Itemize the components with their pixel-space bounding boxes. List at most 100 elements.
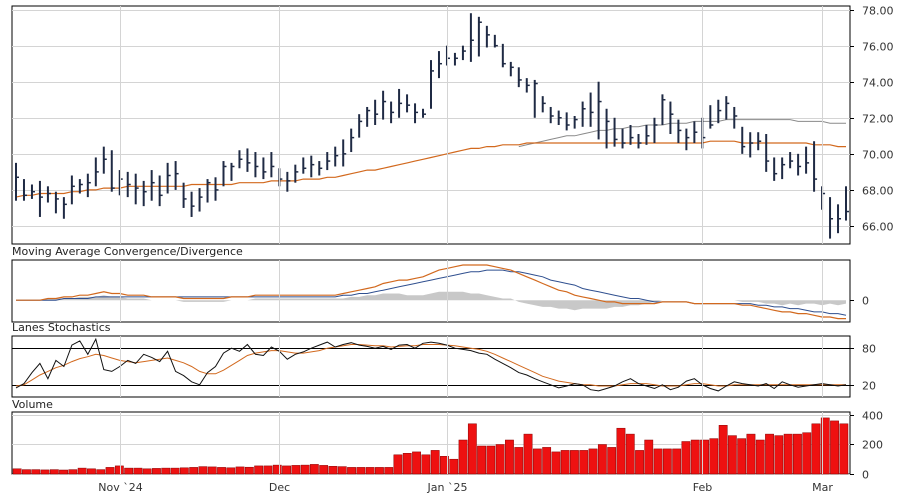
- price-bar: [398, 88, 403, 118]
- price-bar: [485, 25, 490, 48]
- price-bar: [246, 148, 251, 172]
- volume-bar: [681, 441, 691, 475]
- price-bar: [62, 197, 67, 219]
- volume-bar: [625, 433, 635, 475]
- price-bar: [350, 128, 355, 153]
- volume-bar: [244, 466, 254, 475]
- price-bar: [541, 96, 546, 113]
- price-bar: [310, 155, 315, 178]
- price-bar: [134, 173, 139, 205]
- price-panel: 66.00 68.00 70.00 72.00 74.00 76.00 78.00: [11, 5, 894, 245]
- price-bar: [254, 152, 259, 178]
- volume-bar: [337, 466, 347, 475]
- macd-signal-line: [16, 269, 847, 316]
- volume-bar: [542, 447, 552, 475]
- price-bar: [142, 180, 147, 207]
- volume-bar: [486, 445, 496, 475]
- volume-bar: [254, 465, 264, 475]
- price-bar: [78, 179, 83, 194]
- price-bar: [525, 78, 530, 93]
- price-bar: [845, 186, 849, 221]
- volume-bar: [532, 448, 542, 475]
- volume-bar: [755, 439, 765, 475]
- volume-bar: [161, 467, 171, 475]
- volume-bar: [124, 467, 134, 475]
- volume-tick-label: 0: [862, 469, 869, 482]
- price-bar: [166, 162, 171, 194]
- price-bar: [302, 157, 307, 174]
- price-bar: [501, 43, 506, 68]
- stochastics-tick-label: 80: [862, 343, 876, 356]
- price-bar: [94, 157, 99, 187]
- volume-bar: [421, 454, 431, 475]
- price-bar: [605, 108, 610, 149]
- volume-bar: [830, 420, 839, 475]
- price-bar: [645, 125, 650, 145]
- price-bar: [661, 94, 666, 125]
- x-tick-label: Dec: [269, 481, 290, 494]
- volume-bar: [467, 423, 477, 475]
- price-bar: [653, 117, 658, 144]
- fast-moving-average-line: [15, 140, 846, 198]
- price-bar: [46, 186, 51, 203]
- x-tick-label: Feb: [693, 481, 712, 494]
- volume-bar: [560, 450, 570, 475]
- volume-bar: [709, 438, 719, 475]
- volume-bar: [783, 433, 793, 475]
- price-bar: [214, 177, 219, 201]
- price-bar: [262, 157, 267, 180]
- volume-bar: [12, 468, 22, 475]
- macd-y-axis: 0: [850, 295, 869, 308]
- stochastics-panel-title: Lanes Stochastics: [12, 321, 111, 334]
- price-bar: [589, 92, 594, 127]
- volume-bar: [31, 469, 41, 475]
- price-bar: [286, 171, 291, 192]
- price-bar: [565, 112, 570, 131]
- price-bar: [222, 161, 227, 187]
- volume-bar: [523, 433, 533, 475]
- volume-bar: [430, 450, 440, 475]
- volume-bar: [477, 445, 486, 475]
- price-bar: [22, 179, 27, 201]
- price-bar: [637, 134, 642, 149]
- price-bar: [461, 45, 466, 61]
- price-bar: [669, 101, 674, 135]
- price-bar: [621, 128, 626, 149]
- price-tick-label: 74.00: [862, 77, 894, 90]
- price-bar: [773, 157, 778, 181]
- price-bar: [270, 152, 275, 178]
- volume-bar: [839, 423, 849, 475]
- price-bar: [70, 175, 75, 205]
- stochastics-tick-label: 20: [862, 380, 876, 393]
- price-bar: [805, 146, 810, 174]
- volume-bar: [198, 466, 208, 475]
- price-bar: [781, 157, 786, 180]
- price-bar: [837, 204, 842, 234]
- volume-bar: [765, 433, 774, 475]
- price-bar: [741, 126, 746, 154]
- volume-bar: [514, 447, 524, 475]
- volume-bar: [607, 447, 617, 475]
- price-bar: [797, 153, 802, 176]
- volume-bar: [570, 450, 579, 475]
- price-bar: [150, 170, 155, 201]
- volume-bar: [449, 458, 459, 475]
- x-tick-label: Nov `24: [98, 481, 142, 494]
- stochastics-panel: Lanes Stochastics 20 80: [11, 321, 876, 398]
- price-bar: [86, 173, 91, 198]
- volume-bar: [300, 464, 310, 475]
- volume-bar: [393, 454, 403, 475]
- volume-bar: [152, 468, 161, 475]
- price-bar: [294, 164, 299, 183]
- volume-bar: [662, 448, 672, 475]
- price-bar: [509, 61, 514, 77]
- price-bar: [757, 132, 762, 151]
- macd-series: [16, 264, 847, 320]
- volume-bar: [40, 469, 50, 475]
- price-bar: [437, 51, 442, 79]
- volume-bar: [272, 464, 282, 475]
- price-bar: [749, 132, 754, 158]
- volume-bar: [597, 444, 607, 475]
- price-bar: [102, 146, 107, 174]
